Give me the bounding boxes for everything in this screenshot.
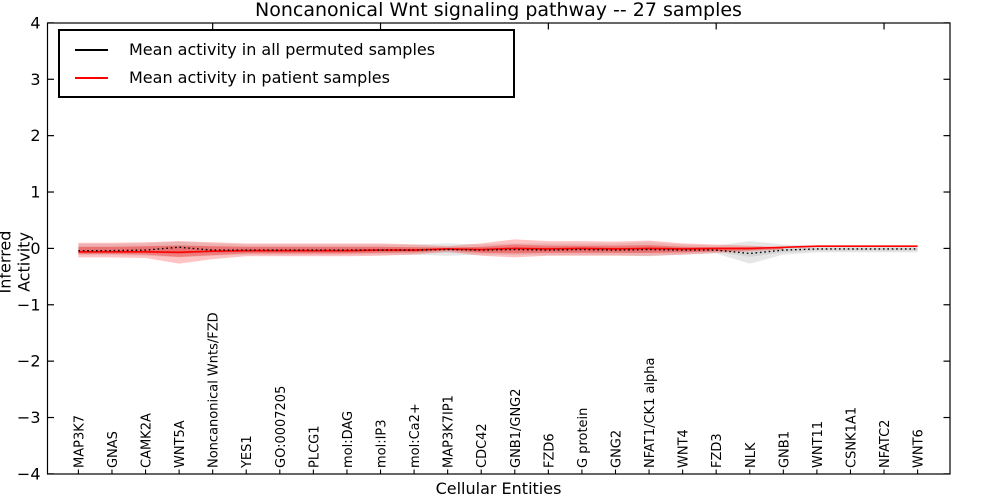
x-category-label: CDC42 [475,423,490,468]
x-category-label: MAP3K7 [72,415,87,468]
x-category-label: PLCG1 [307,425,322,468]
legend: Mean activity in all permuted samples Me… [58,29,515,98]
x-category-label: G protein [576,408,591,468]
y-tick-label: 4 [30,13,40,32]
legend-entry-patient: Mean activity in patient samples [60,68,513,87]
x-category-label: mol:DAG [341,411,356,468]
y-tick-label: −2 [17,352,41,371]
x-category-label: NFAT1/CK1 alpha [643,357,658,468]
x-category-label: NFATC2 [878,420,893,468]
x-category-label: WNT4 [677,429,692,468]
y-tick-label: −1 [17,295,41,314]
x-category-label: Noncanonical Wnts/FZD [207,312,222,468]
x-category-label: GNG2 [609,430,624,468]
y-tick-label: −3 [17,408,41,427]
x-category-label: CAMK2A [140,413,155,468]
x-category-label: CSNK1A1 [844,407,859,468]
x-category-label: WNT6 [912,429,927,468]
x-category-label: MAP3K7IP1 [442,395,457,468]
x-category-label: GNB1/GNG2 [509,388,524,468]
y-tick-label: 0 [30,239,40,258]
y-tick-label: −4 [17,464,41,483]
legend-entry-permuted: Mean activity in all permuted samples [60,40,513,59]
legend-label-patient: Mean activity in patient samples [129,68,390,87]
legend-label-permuted: Mean activity in all permuted samples [129,40,435,59]
figure: Noncanonical Wnt signaling pathway -- 27… [0,0,1000,500]
x-category-label: GNB1 [777,431,792,468]
y-tick-label: 2 [30,126,40,145]
x-category-label: WNT5A [173,420,188,468]
x-category-label: GNAS [106,431,121,468]
x-category-label: YES1 [240,435,255,469]
y-tick-label: 3 [30,70,40,89]
x-category-label: GO:0007205 [274,386,289,468]
x-category-label: FZD6 [542,433,557,468]
x-category-label: mol:IP3 [375,419,390,468]
x-category-label: NLK [744,442,759,468]
y-tick-label: 1 [30,183,40,202]
x-category-label: WNT11 [811,421,826,468]
legend-line-patient-icon [75,77,108,79]
x-category-label: mol:Ca2+ [408,403,423,468]
x-category-label: FZD3 [710,433,725,468]
legend-line-permuted-icon [75,49,108,51]
